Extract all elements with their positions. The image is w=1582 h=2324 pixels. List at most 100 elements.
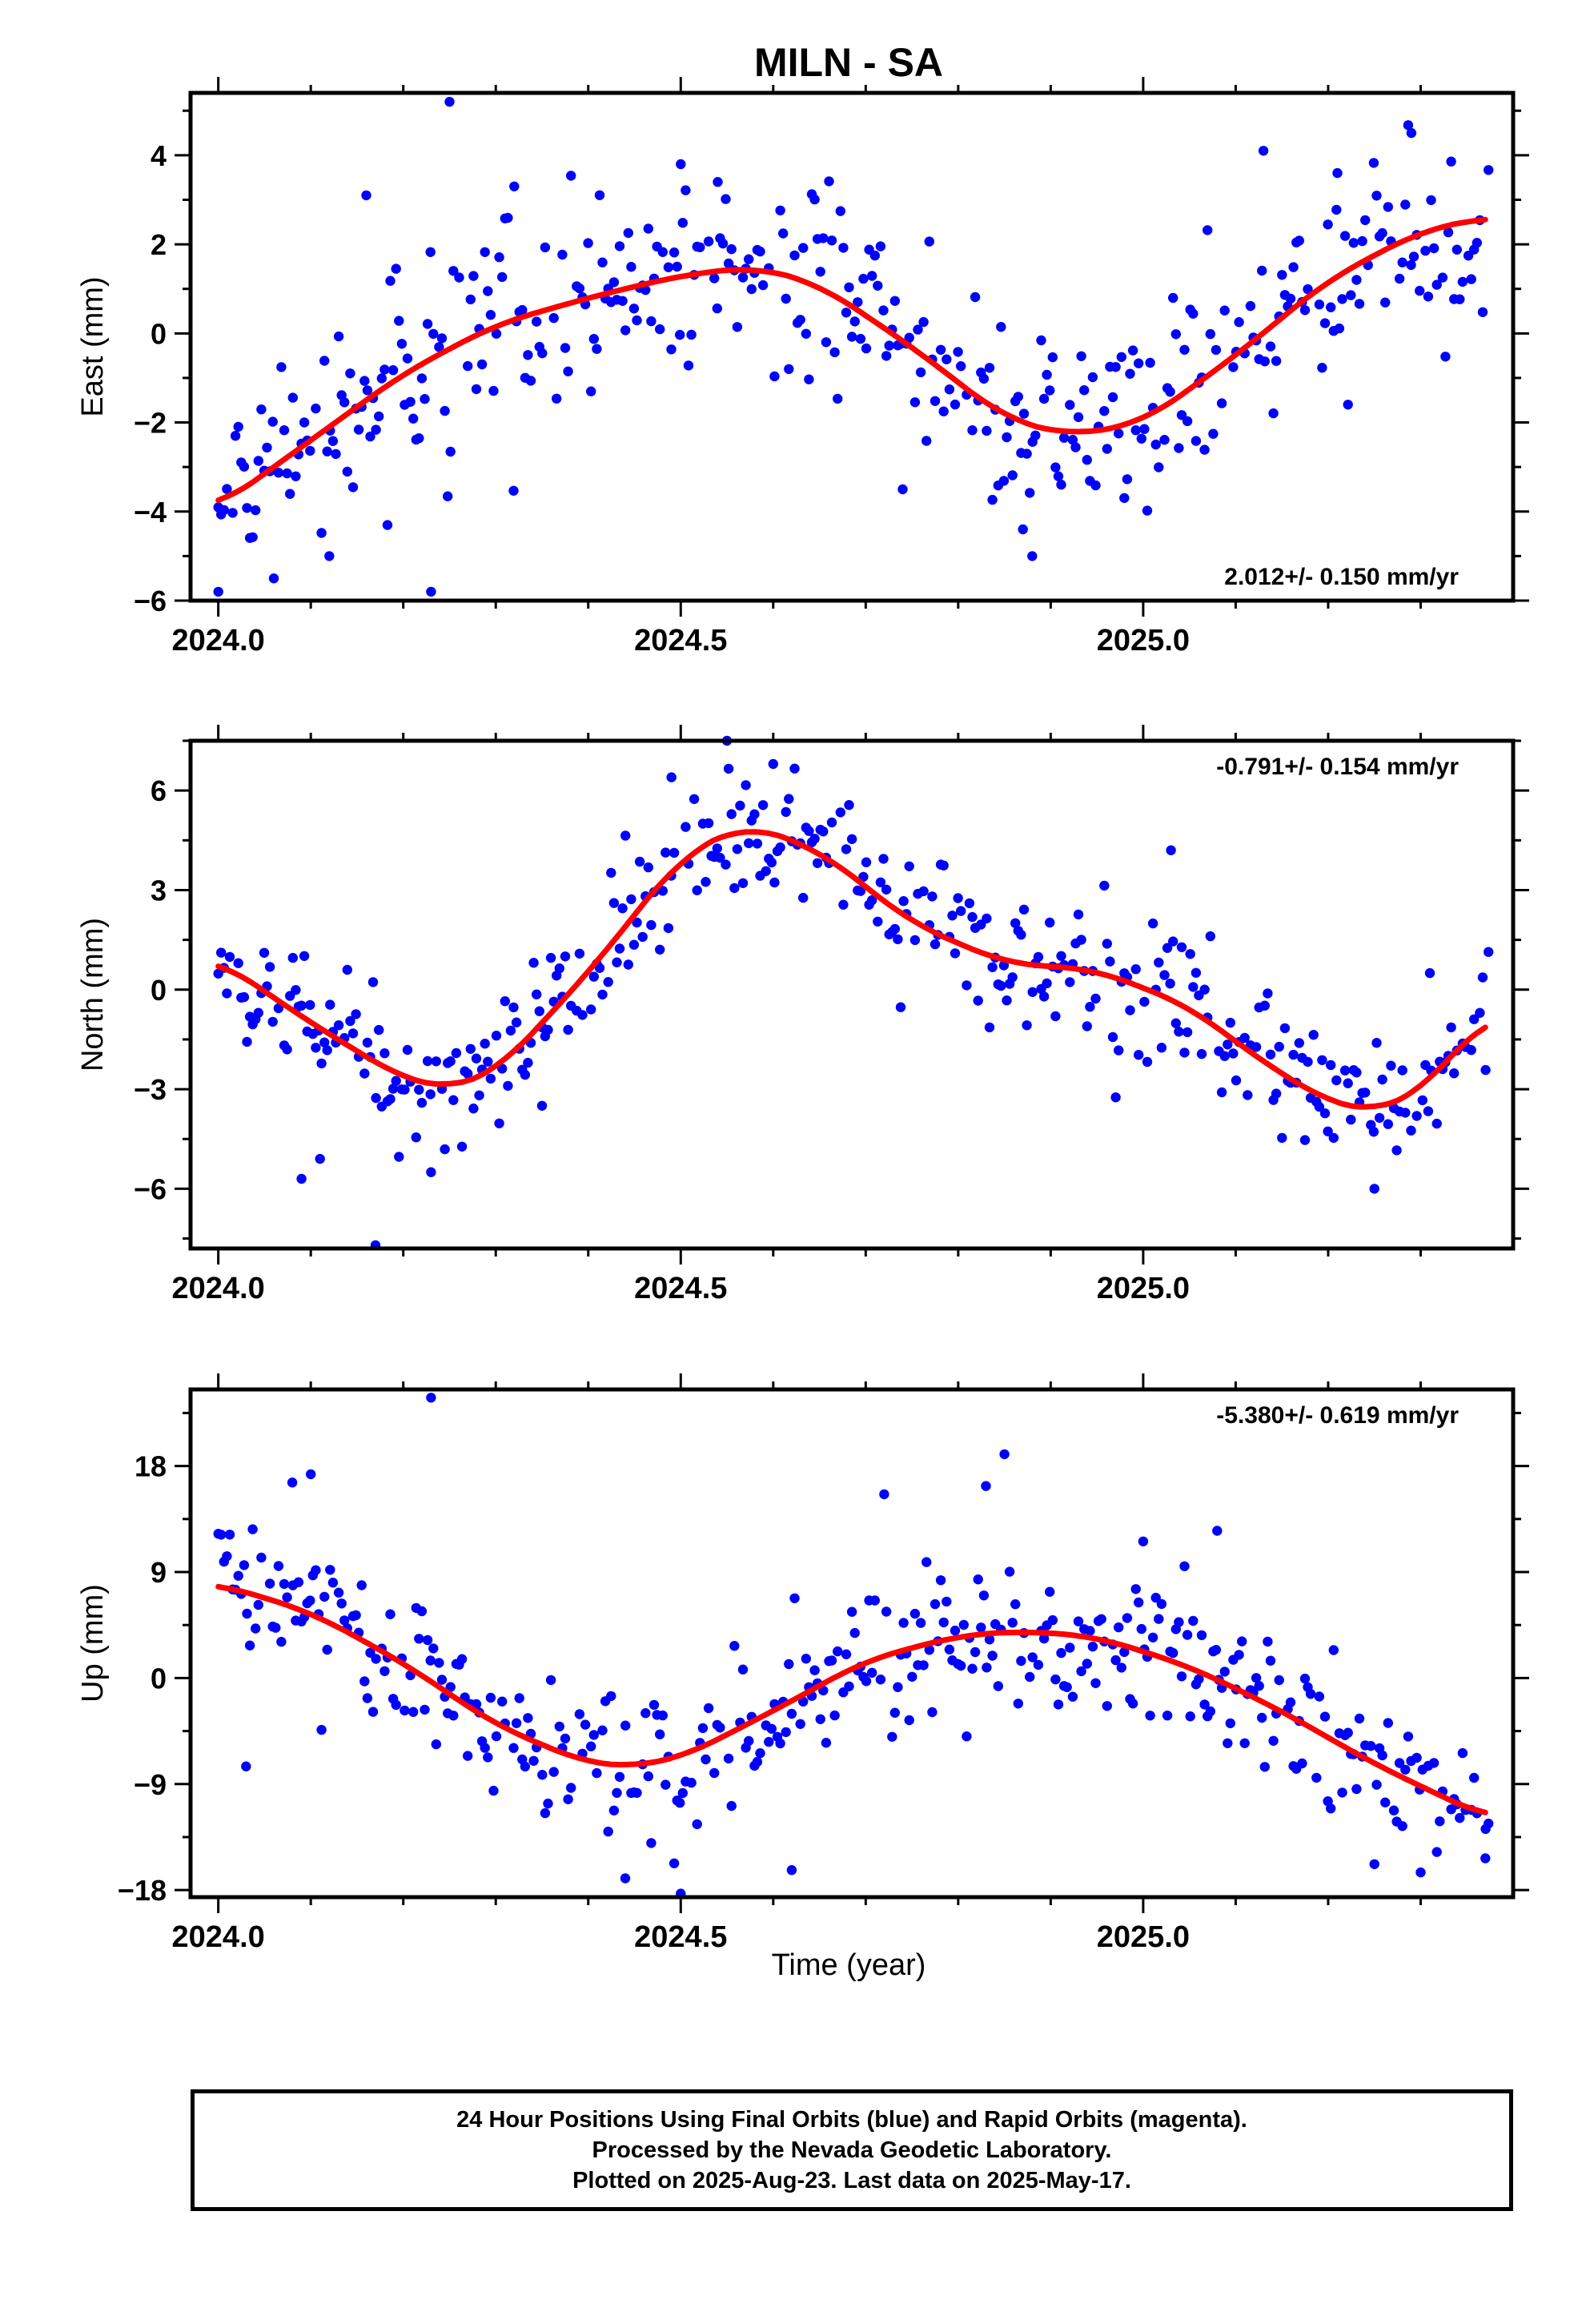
up-point <box>1400 1764 1411 1775</box>
up-point <box>1435 1816 1445 1827</box>
east-panel: 2024.0 2024.5 2025.0 −6 −4 −2 0 2 4 East (mm) 2.01… <box>76 77 1529 657</box>
east-point <box>563 366 573 376</box>
east-point <box>1134 358 1144 368</box>
north-point <box>712 843 722 854</box>
up-point <box>879 1489 889 1500</box>
east-point <box>1102 444 1113 454</box>
east-point <box>509 181 520 191</box>
north-point <box>781 806 791 818</box>
north-point <box>1125 1005 1135 1015</box>
east-point <box>1145 357 1155 368</box>
footer-line-1: 24 Hour Positions Using Final Orbits (bl… <box>456 2107 1247 2133</box>
east-point <box>1394 273 1405 284</box>
up-point <box>485 1692 496 1703</box>
east-point <box>677 218 688 228</box>
up-point <box>1033 1659 1044 1671</box>
up-point <box>586 1741 596 1751</box>
north-point <box>534 1006 544 1016</box>
east-point <box>769 371 780 382</box>
up-point <box>271 1622 281 1633</box>
east-point <box>1050 462 1061 472</box>
up-point <box>1130 1584 1141 1594</box>
east-point <box>784 364 794 375</box>
north-point <box>723 763 734 774</box>
east-point <box>1408 251 1419 262</box>
east-point <box>322 446 332 456</box>
up-point <box>244 1640 255 1651</box>
north-point <box>305 999 315 1011</box>
up-point <box>456 1654 468 1664</box>
up-point <box>655 1729 665 1739</box>
up-point <box>1047 1614 1058 1626</box>
up-point <box>826 1655 837 1666</box>
up-point <box>1403 1731 1414 1742</box>
east-point <box>299 417 310 428</box>
up-point <box>1237 1636 1247 1647</box>
east-point <box>657 247 668 257</box>
east-point <box>342 466 352 477</box>
east-point <box>1139 424 1150 434</box>
east-point <box>483 286 493 296</box>
up-point <box>984 1634 995 1645</box>
up-point <box>1469 1772 1480 1783</box>
north-point <box>1294 1038 1305 1048</box>
up-point <box>833 1646 843 1657</box>
east-point <box>1191 436 1202 446</box>
east-point <box>889 296 901 306</box>
up-point <box>1136 1623 1147 1634</box>
north-point <box>646 919 656 931</box>
up-point <box>359 1676 370 1687</box>
east-point <box>560 343 571 353</box>
north-point <box>463 1068 473 1079</box>
up-point <box>1119 1647 1130 1658</box>
up-point <box>1199 1699 1210 1710</box>
east-x-tick-label: 2025.0 <box>1097 624 1190 657</box>
up-point <box>766 1723 777 1734</box>
up-point <box>1369 1859 1379 1869</box>
up-point <box>606 1691 616 1702</box>
east-point <box>826 235 837 246</box>
up-point <box>603 1826 613 1837</box>
up-point <box>548 1767 559 1777</box>
north-point <box>468 1104 479 1114</box>
east-point <box>1025 488 1035 498</box>
north-point <box>1016 930 1026 940</box>
north-point <box>374 1024 384 1035</box>
north-point <box>1288 1049 1299 1060</box>
east-point <box>789 250 800 261</box>
north-point <box>1308 1030 1319 1040</box>
east-point <box>632 315 642 326</box>
up-point <box>889 1707 901 1718</box>
east-point <box>1380 297 1391 308</box>
up-point <box>669 1858 680 1868</box>
up-point <box>563 1794 573 1804</box>
east-point <box>809 194 820 205</box>
up-point <box>1007 1618 1018 1628</box>
north-point <box>898 896 909 907</box>
north-point <box>474 1090 484 1101</box>
east-point <box>978 373 990 384</box>
north-point <box>873 916 883 927</box>
east-point <box>1018 524 1028 535</box>
east-point <box>1018 408 1030 419</box>
east-point <box>1331 204 1342 215</box>
east-point <box>537 348 548 359</box>
up-point <box>574 1709 585 1719</box>
up-point <box>306 1469 316 1480</box>
north-point <box>689 794 700 804</box>
east-point <box>844 282 854 292</box>
north-point <box>511 1017 522 1027</box>
north-point <box>918 886 929 897</box>
north-point <box>465 1043 476 1055</box>
east-point <box>324 551 335 561</box>
east-point <box>436 333 448 344</box>
east-point <box>1339 231 1351 241</box>
north-point <box>956 906 966 916</box>
east-point <box>1174 443 1184 453</box>
up-point <box>1053 1699 1064 1710</box>
north-point <box>789 763 800 774</box>
up-point <box>1480 1853 1491 1864</box>
up-point <box>867 1667 877 1678</box>
east-point <box>1277 270 1287 280</box>
north-point <box>394 1152 404 1162</box>
